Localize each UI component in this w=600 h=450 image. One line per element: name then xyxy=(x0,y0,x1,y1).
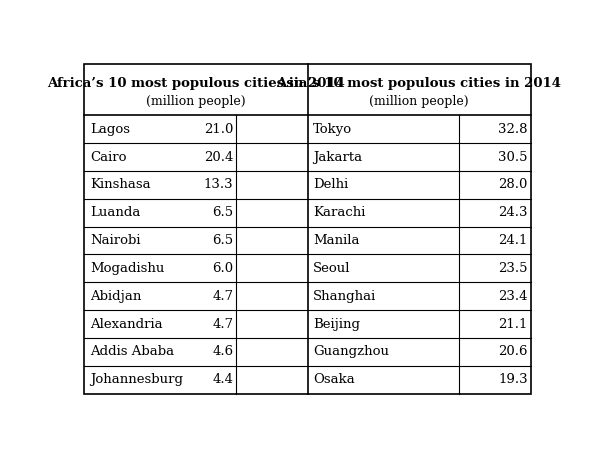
Text: Jakarta: Jakarta xyxy=(313,151,362,164)
Text: (million people): (million people) xyxy=(369,94,469,108)
Text: Luanda: Luanda xyxy=(90,206,140,219)
Text: Addis Ababa: Addis Ababa xyxy=(90,345,174,358)
Text: 23.5: 23.5 xyxy=(499,262,528,275)
Text: (million people): (million people) xyxy=(146,94,246,108)
Text: 19.3: 19.3 xyxy=(498,373,528,386)
Text: 24.1: 24.1 xyxy=(499,234,528,247)
Text: Manila: Manila xyxy=(313,234,359,247)
Text: 21.0: 21.0 xyxy=(204,123,233,136)
Text: Mogadishu: Mogadishu xyxy=(90,262,164,275)
Text: 6.5: 6.5 xyxy=(212,234,233,247)
Text: Karachi: Karachi xyxy=(313,206,365,219)
Text: Africa’s 10 most populous cities in 2014: Africa’s 10 most populous cities in 2014 xyxy=(47,77,345,90)
Text: 6.5: 6.5 xyxy=(212,206,233,219)
Text: 4.7: 4.7 xyxy=(212,290,233,303)
Text: Lagos: Lagos xyxy=(90,123,130,136)
Text: Tokyo: Tokyo xyxy=(313,123,352,136)
Text: Guangzhou: Guangzhou xyxy=(313,345,389,358)
Text: 21.1: 21.1 xyxy=(499,318,528,331)
Text: Seoul: Seoul xyxy=(313,262,350,275)
Text: Johannesburg: Johannesburg xyxy=(90,373,183,386)
Text: 4.6: 4.6 xyxy=(212,345,233,358)
Text: Nairobi: Nairobi xyxy=(90,234,140,247)
Text: Alexandria: Alexandria xyxy=(90,318,163,331)
Text: 20.4: 20.4 xyxy=(204,151,233,164)
Text: Asia’s 10 most populous cities in 2014: Asia’s 10 most populous cities in 2014 xyxy=(277,77,562,90)
Text: 6.0: 6.0 xyxy=(212,262,233,275)
Text: 28.0: 28.0 xyxy=(499,179,528,191)
Text: 23.4: 23.4 xyxy=(499,290,528,303)
Text: 30.5: 30.5 xyxy=(499,151,528,164)
Text: Shanghai: Shanghai xyxy=(313,290,376,303)
Text: Cairo: Cairo xyxy=(90,151,127,164)
Text: 13.3: 13.3 xyxy=(203,179,233,191)
Text: 32.8: 32.8 xyxy=(499,123,528,136)
Text: 24.3: 24.3 xyxy=(499,206,528,219)
Text: 20.6: 20.6 xyxy=(499,345,528,358)
Text: 4.4: 4.4 xyxy=(212,373,233,386)
Text: Kinshasa: Kinshasa xyxy=(90,179,151,191)
Text: Delhi: Delhi xyxy=(313,179,349,191)
Text: Abidjan: Abidjan xyxy=(90,290,141,303)
Text: Beijing: Beijing xyxy=(313,318,360,331)
Text: Osaka: Osaka xyxy=(313,373,355,386)
Text: 4.7: 4.7 xyxy=(212,318,233,331)
